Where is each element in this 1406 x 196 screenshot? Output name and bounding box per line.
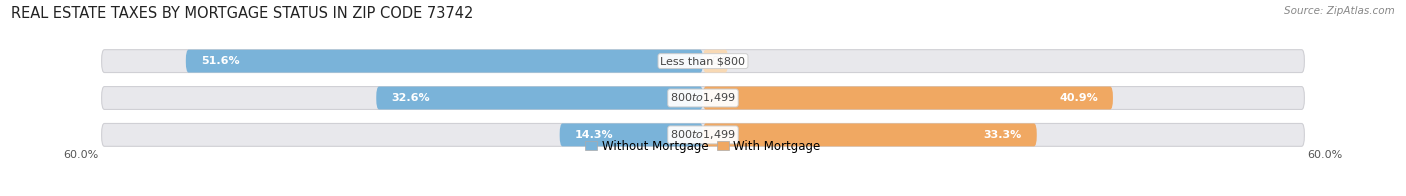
Text: 60.0%: 60.0% [63, 150, 98, 160]
Text: 32.6%: 32.6% [391, 93, 430, 103]
FancyBboxPatch shape [703, 123, 1036, 146]
Text: $800 to $1,499: $800 to $1,499 [671, 128, 735, 141]
FancyBboxPatch shape [703, 87, 1114, 109]
FancyBboxPatch shape [101, 87, 1305, 109]
FancyBboxPatch shape [703, 50, 728, 73]
FancyBboxPatch shape [560, 123, 703, 146]
Text: 33.3%: 33.3% [983, 130, 1022, 140]
Text: 51.6%: 51.6% [201, 56, 239, 66]
FancyBboxPatch shape [101, 123, 1305, 146]
FancyBboxPatch shape [101, 50, 1305, 73]
Text: Source: ZipAtlas.com: Source: ZipAtlas.com [1284, 6, 1395, 16]
Text: 60.0%: 60.0% [1308, 150, 1343, 160]
Text: 0.0%: 0.0% [711, 56, 740, 66]
Legend: Without Mortgage, With Mortgage: Without Mortgage, With Mortgage [581, 135, 825, 157]
Text: 40.9%: 40.9% [1059, 93, 1098, 103]
FancyBboxPatch shape [377, 87, 703, 109]
Text: Less than $800: Less than $800 [661, 56, 745, 66]
Text: $800 to $1,499: $800 to $1,499 [671, 92, 735, 104]
FancyBboxPatch shape [186, 50, 703, 73]
Text: REAL ESTATE TAXES BY MORTGAGE STATUS IN ZIP CODE 73742: REAL ESTATE TAXES BY MORTGAGE STATUS IN … [11, 6, 474, 21]
Text: 14.3%: 14.3% [575, 130, 613, 140]
